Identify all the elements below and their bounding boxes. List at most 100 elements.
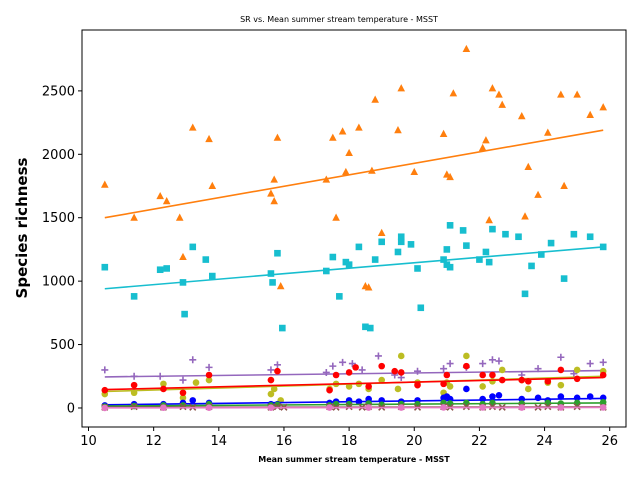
data-point [339, 358, 347, 366]
data-point [362, 323, 369, 331]
data-point [521, 290, 529, 298]
data-point [267, 270, 275, 277]
x-axis: 10 12 14 16 18 20 22 24 26 [80, 427, 618, 449]
x-tick-label: 20 [406, 434, 423, 449]
data-point [495, 357, 503, 365]
data-point [208, 181, 217, 190]
series-8 [101, 404, 607, 412]
series-3 [101, 352, 607, 404]
data-point [443, 246, 451, 253]
data-point [205, 134, 213, 143]
data-point [336, 293, 343, 300]
data-point [439, 129, 448, 138]
data-point [479, 360, 487, 368]
data-point [345, 369, 353, 376]
data-point [394, 385, 402, 393]
y-axis: 0 500 1000 1500 2000 2500 [42, 84, 82, 416]
y-tick-label: 1000 [42, 275, 75, 290]
data-point [515, 233, 522, 241]
data-point [482, 136, 490, 144]
data-point [345, 148, 353, 157]
data-point [179, 389, 187, 397]
data-point [517, 112, 526, 120]
data-point [342, 167, 350, 176]
data-point [495, 391, 503, 399]
data-point [397, 84, 406, 92]
data-point [189, 356, 197, 364]
data-point [488, 84, 497, 92]
data-point [488, 356, 496, 364]
data-point [489, 371, 496, 379]
data-point [498, 100, 507, 108]
y-tick-label: 500 [50, 338, 75, 353]
data-point [274, 249, 281, 257]
data-point [378, 376, 385, 384]
data-point [599, 103, 607, 111]
x-tick-label: 26 [601, 434, 618, 449]
data-point [524, 162, 533, 170]
data-point [463, 362, 470, 370]
data-point [374, 352, 382, 360]
data-point [560, 181, 568, 190]
data-point [391, 367, 399, 375]
data-point [534, 190, 542, 198]
data-point [179, 376, 187, 384]
data-point [179, 394, 187, 402]
data-point [323, 267, 330, 275]
data-point [459, 227, 467, 234]
y-axis-label: Species richness [13, 157, 31, 298]
data-point [156, 191, 164, 200]
data-point [371, 256, 379, 263]
data-point [479, 383, 486, 390]
data-point [502, 230, 509, 238]
data-point [417, 304, 425, 312]
data-point [179, 252, 187, 261]
data-point [538, 251, 545, 258]
data-point [478, 143, 487, 151]
trend-line [104, 129, 604, 219]
data-point [443, 371, 451, 379]
data-point [279, 324, 286, 332]
data-point [440, 365, 448, 373]
data-point [371, 95, 379, 103]
trend-line [104, 246, 604, 290]
data-point [101, 366, 109, 374]
data-point [366, 324, 374, 332]
data-point [446, 360, 454, 368]
data-point [130, 213, 138, 221]
x-tick-label: 14 [211, 434, 228, 449]
data-point [273, 361, 281, 369]
data-point [192, 379, 200, 386]
data-point [410, 167, 419, 176]
data-point [414, 381, 421, 389]
data-point [544, 128, 552, 136]
data-point [394, 248, 402, 256]
data-point [560, 275, 568, 282]
data-point [489, 225, 496, 233]
trend-line [104, 369, 604, 378]
data-point [267, 366, 275, 374]
data-point [130, 293, 138, 300]
data-point [528, 262, 535, 270]
data-point [557, 353, 565, 361]
trend-line [104, 376, 604, 391]
data-point [326, 386, 333, 394]
data-point [352, 364, 359, 371]
y-tick-label: 2500 [42, 84, 75, 99]
series-0 [101, 44, 607, 291]
data-point [181, 310, 188, 318]
y-tick-label: 2000 [42, 148, 75, 163]
data-point [270, 175, 278, 183]
data-point [276, 282, 285, 290]
data-point [160, 380, 167, 388]
data-point [449, 89, 458, 97]
data-point [205, 376, 213, 384]
data-point [599, 371, 607, 379]
series-4 [101, 362, 607, 397]
data-point [378, 238, 385, 246]
data-point [547, 239, 555, 247]
data-point [208, 272, 216, 280]
x-tick-label: 10 [80, 434, 97, 449]
data-point [188, 123, 197, 131]
